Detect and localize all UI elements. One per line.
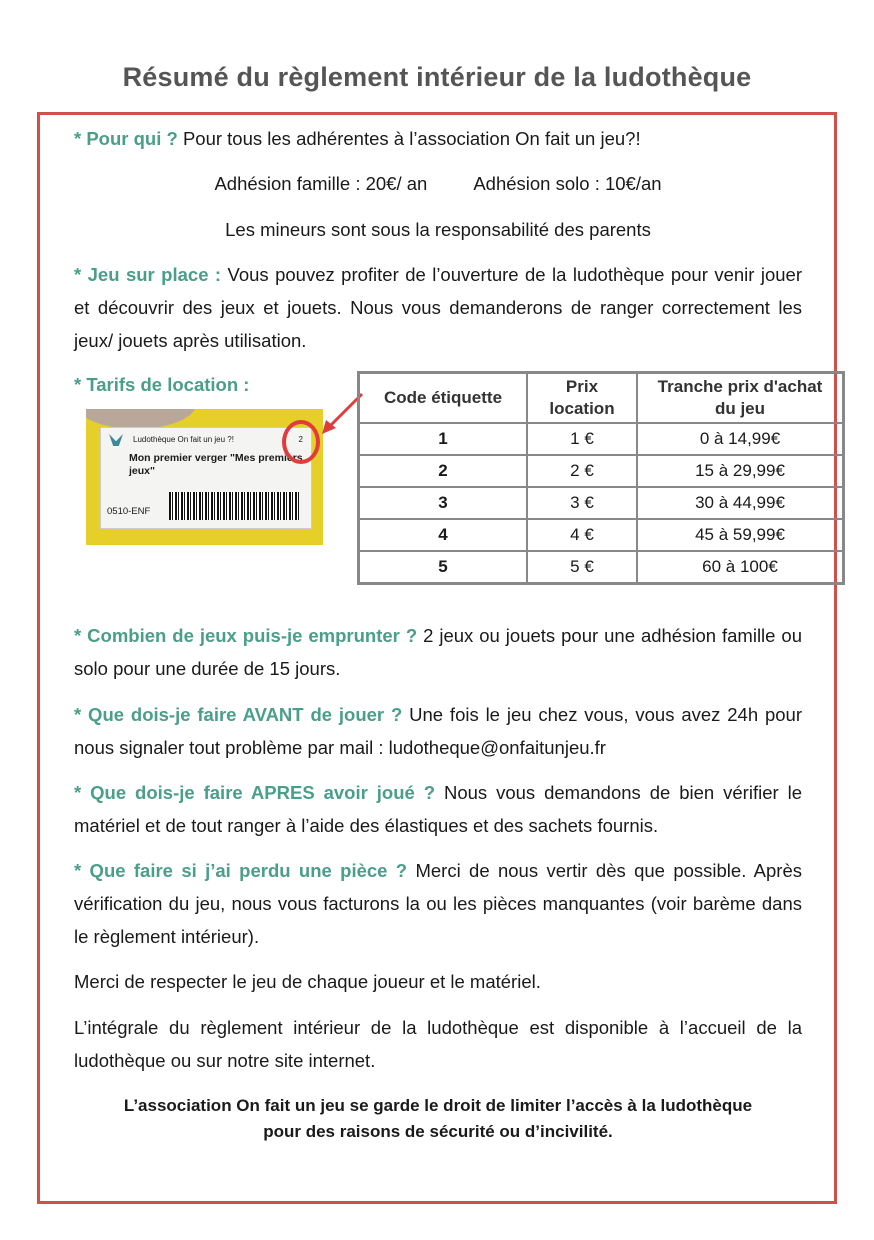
question-label: * Jeu sur place : — [74, 264, 222, 285]
answer-text: Une fois le jeu chez vous, vous avez 24h… — [74, 704, 802, 758]
barcode — [169, 492, 299, 520]
section-tarifs: * Tarifs de location : — [74, 368, 802, 401]
cell-code: 1 — [357, 422, 528, 456]
cell-tranche: 15 à 29,99€ — [636, 454, 845, 488]
respect-text: Merci de respecter le jeu de chaque joue… — [74, 971, 541, 992]
header-prix: Prix location — [526, 371, 638, 424]
answer-text: Nous vous demandons de bien vérifier le … — [74, 782, 802, 836]
game-label: Ludothèque On fait un jeu ?! 2 Mon premi… — [100, 427, 312, 529]
adhesion-line: Adhésion famille : 20€/ an Adhésion solo … — [74, 167, 802, 200]
cell-code: 4 — [357, 518, 528, 552]
header-code: Code étiquette — [357, 371, 528, 424]
question-label: * Que faire si j’ai perdu une pièce ? — [74, 860, 408, 881]
header-tranche: Tranche prix d'achat du jeu — [636, 371, 845, 424]
cell-tranche: 60 à 100€ — [636, 550, 845, 585]
question-label: * Que dois-je faire APRES avoir joué ? — [74, 782, 436, 803]
table-header-row: Code étiquette Prix location Tranche pri… — [357, 371, 845, 424]
question-label: * Tarifs de location : — [74, 374, 250, 395]
question-label: * Que dois-je faire AVANT de jouer ? — [74, 704, 403, 725]
arrow-icon — [322, 392, 364, 434]
cell-prix: 4 € — [526, 518, 638, 552]
cell-tranche: 30 à 44,99€ — [636, 486, 845, 520]
footer-notice: L’association On fait un jeu se garde le… — [74, 1093, 802, 1145]
section-combien: * Combien de jeux puis-je emprunter ? 2 … — [74, 619, 802, 685]
answer-text: Merci de nous vertir dès que possible. A… — [74, 860, 802, 947]
cell-code: 5 — [357, 550, 528, 585]
highlight-circle — [282, 420, 320, 464]
cell-prix: 1 € — [526, 422, 638, 456]
tarifs-table: Code étiquette Prix location Tranche pri… — [357, 371, 845, 585]
cell-prix: 2 € — [526, 454, 638, 488]
label-game-name: Mon premier verger "Mes premiers jeux" — [129, 452, 303, 477]
cell-prix: 3 € — [526, 486, 638, 520]
section-pour-qui: * Pour qui ? Pour tous les adhérentes à … — [74, 122, 802, 155]
label-header: Ludothèque On fait un jeu ?! — [133, 435, 234, 444]
question-label: * Pour qui ? — [74, 128, 178, 149]
content-frame — [37, 112, 837, 1204]
question-label: * Combien de jeux puis-je emprunter ? — [74, 625, 418, 646]
cell-tranche: 0 à 14,99€ — [636, 422, 845, 456]
adhesion-famille: Adhésion famille : 20€/ an — [214, 173, 428, 194]
answer-text: 2 jeux ou jouets pour une adhésion famil… — [74, 625, 802, 679]
adhesion-solo: Adhésion solo : 10€/an — [473, 173, 662, 194]
answer-text: Pour tous les adhérentes à l’association… — [177, 128, 641, 149]
section-perdu: * Que faire si j’ai perdu une pièce ? Me… — [74, 854, 802, 953]
cell-code: 3 — [357, 486, 528, 520]
jester-logo-icon — [109, 434, 123, 446]
mineurs-text: Les mineurs sont sous la responsabilité … — [225, 219, 651, 240]
footer-line-2: pour des raisons de sécurité ou d’incivi… — [263, 1122, 613, 1141]
integrale-text: L’intégrale du règlement intérieur de la… — [74, 1017, 802, 1071]
label-inventory-code: 0510-ENF — [107, 506, 151, 517]
section-apres: * Que dois-je faire APRES avoir joué ? N… — [74, 776, 802, 842]
answer-text: Vous pouvez profiter de l’ouverture de l… — [74, 264, 802, 351]
cell-prix: 5 € — [526, 550, 638, 585]
section-jeu-sur-place: * Jeu sur place : Vous pouvez profiter d… — [74, 258, 802, 357]
footer-line-1: L’association On fait un jeu se garde le… — [123, 1096, 753, 1115]
cell-code: 2 — [357, 454, 528, 488]
page-title: Résumé du règlement intérieur de la ludo… — [122, 62, 752, 92]
section-avant: * Que dois-je faire AVANT de jouer ? Une… — [74, 698, 802, 764]
cell-tranche: 45 à 59,99€ — [636, 518, 845, 552]
